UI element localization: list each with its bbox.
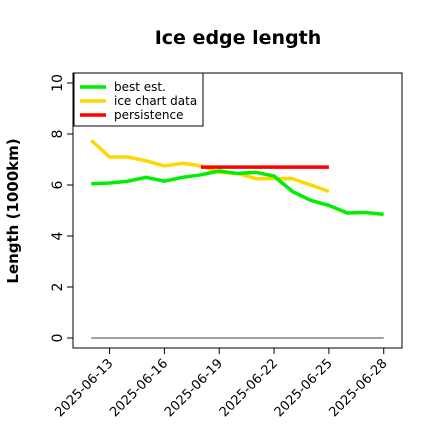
y-tick-label: 4 [50, 231, 66, 240]
chart-title: Ice edge length [155, 27, 322, 49]
y-axis-label: Length (1000km) [4, 138, 22, 283]
x-tick-label: 2025-06-19 [162, 356, 226, 420]
series-line-ice-chart-data [90, 139, 330, 194]
x-tick-label: 2025-06-22 [217, 356, 281, 420]
x-tick-label: 2025-06-25 [272, 356, 336, 420]
y-tick-label: 10 [50, 74, 66, 92]
y-axis: 0 2 4 6 8 10 [50, 74, 73, 342]
legend-label: persistence [114, 108, 183, 122]
y-tick-label: 2 [50, 283, 66, 292]
legend-label: best est. [114, 80, 166, 94]
plot-area [72, 72, 403, 349]
x-tick-label: 2025-06-16 [107, 356, 171, 420]
x-tick-label: 2025-06-13 [52, 356, 116, 420]
series-layer [90, 139, 384, 339]
y-tick-label: 6 [50, 180, 66, 189]
legend-label: ice chart data [114, 94, 197, 108]
y-tick-label: 0 [50, 334, 66, 343]
series-line-best-est [91, 169, 384, 217]
y-tick-label: 8 [50, 130, 66, 139]
x-tick-label: 2025-06-28 [327, 356, 391, 420]
x-axis: 2025-06-132025-06-162025-06-192025-06-22… [52, 348, 391, 420]
